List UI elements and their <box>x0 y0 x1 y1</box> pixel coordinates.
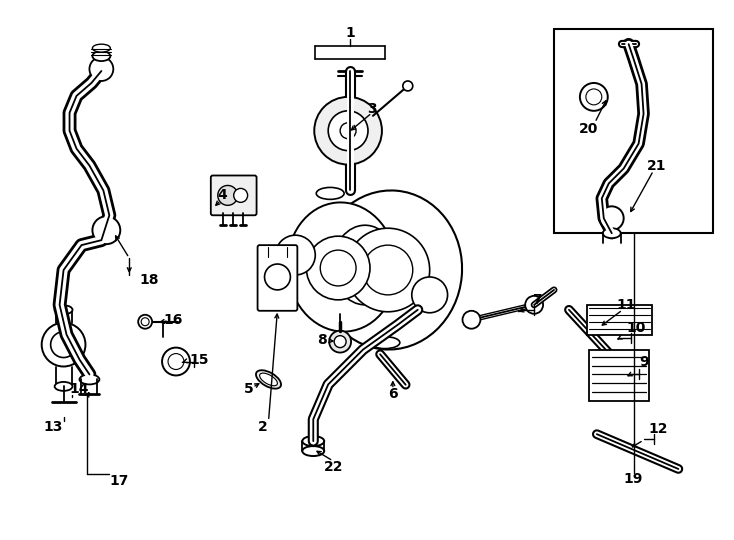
Circle shape <box>90 57 113 81</box>
Text: 4: 4 <box>218 188 228 202</box>
Circle shape <box>233 188 247 202</box>
Text: 3: 3 <box>367 102 377 116</box>
Circle shape <box>586 89 602 105</box>
Ellipse shape <box>302 446 324 456</box>
Text: 9: 9 <box>639 355 648 368</box>
Circle shape <box>600 206 624 230</box>
Circle shape <box>51 332 76 357</box>
Circle shape <box>275 235 316 275</box>
Ellipse shape <box>370 336 400 349</box>
Circle shape <box>42 323 85 367</box>
Ellipse shape <box>256 370 281 389</box>
Circle shape <box>363 245 413 295</box>
Circle shape <box>334 336 346 348</box>
Bar <box>587 305 652 335</box>
Circle shape <box>168 354 184 369</box>
Ellipse shape <box>318 191 462 349</box>
Text: 8: 8 <box>317 333 327 347</box>
Ellipse shape <box>92 44 110 52</box>
Circle shape <box>329 330 351 353</box>
Text: 10: 10 <box>627 321 647 335</box>
Text: 11: 11 <box>617 298 636 312</box>
Circle shape <box>264 264 291 290</box>
Text: 20: 20 <box>579 122 598 136</box>
Text: 6: 6 <box>388 387 398 401</box>
Text: 12: 12 <box>649 422 668 436</box>
Circle shape <box>306 236 370 300</box>
Text: 17: 17 <box>109 474 129 488</box>
Circle shape <box>314 97 382 165</box>
Text: 1: 1 <box>345 26 355 40</box>
Ellipse shape <box>260 373 277 386</box>
Text: 7: 7 <box>532 293 542 307</box>
Ellipse shape <box>333 225 397 305</box>
Circle shape <box>346 228 429 312</box>
FancyBboxPatch shape <box>211 176 257 215</box>
Ellipse shape <box>302 436 324 446</box>
Ellipse shape <box>54 305 73 314</box>
Circle shape <box>340 123 356 139</box>
Bar <box>589 349 649 401</box>
Circle shape <box>580 83 608 111</box>
Circle shape <box>138 315 152 329</box>
Circle shape <box>462 311 481 329</box>
Circle shape <box>141 318 149 326</box>
Text: 19: 19 <box>624 472 643 486</box>
Text: 15: 15 <box>189 353 208 367</box>
Ellipse shape <box>54 382 73 391</box>
Circle shape <box>92 217 120 244</box>
Text: 22: 22 <box>324 460 343 474</box>
Ellipse shape <box>316 187 344 199</box>
Circle shape <box>218 185 238 205</box>
Circle shape <box>328 111 368 151</box>
Text: 16: 16 <box>164 313 183 327</box>
Text: 2: 2 <box>258 420 267 434</box>
Text: 18: 18 <box>139 273 159 287</box>
Circle shape <box>162 348 190 375</box>
Ellipse shape <box>92 51 110 61</box>
Text: 5: 5 <box>244 382 253 396</box>
Circle shape <box>412 277 448 313</box>
Ellipse shape <box>603 228 621 238</box>
Text: 14: 14 <box>70 382 90 396</box>
Circle shape <box>320 250 356 286</box>
Bar <box>554 29 713 233</box>
Ellipse shape <box>287 202 397 332</box>
Circle shape <box>526 296 543 314</box>
Circle shape <box>403 81 413 91</box>
Text: 21: 21 <box>647 159 666 173</box>
Ellipse shape <box>79 374 99 384</box>
Text: 13: 13 <box>44 420 63 434</box>
FancyBboxPatch shape <box>258 245 297 311</box>
